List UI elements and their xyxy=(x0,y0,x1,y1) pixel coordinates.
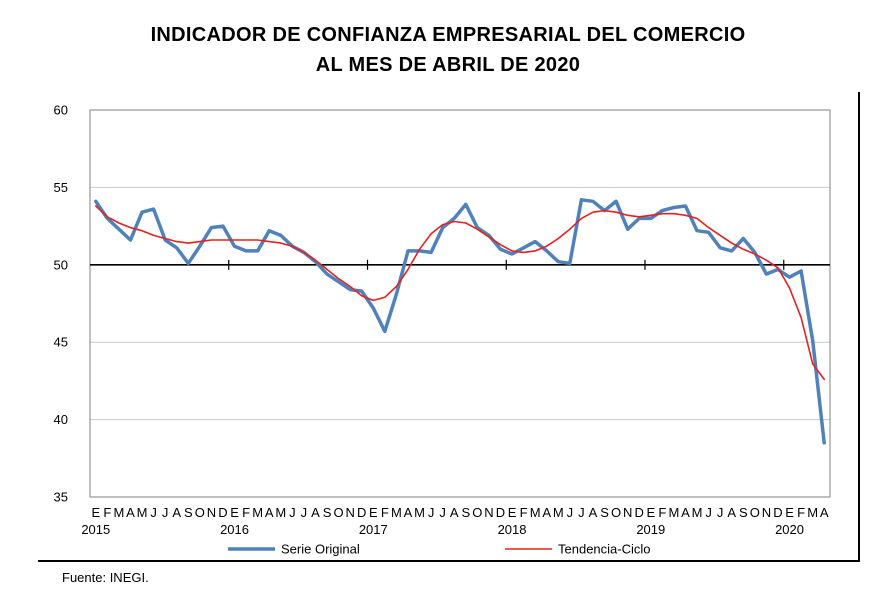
month-label-2018-5: M xyxy=(553,505,564,520)
month-label-2018-6: J xyxy=(567,505,574,520)
month-label-2017-12: D xyxy=(496,505,505,520)
month-label-2018-9: S xyxy=(600,505,609,520)
month-label-2019-10: O xyxy=(750,505,760,520)
month-label-2019-1: E xyxy=(646,505,655,520)
month-label-2016-11: N xyxy=(345,505,354,520)
plot-area-border xyxy=(89,109,831,498)
y-tick-label-55: 55 xyxy=(54,180,68,195)
month-label-2017-5: M xyxy=(414,505,425,520)
month-label-2015-10: O xyxy=(195,505,205,520)
month-label-2016-10: O xyxy=(334,505,344,520)
month-label-2015-8: A xyxy=(172,505,181,520)
series-lines xyxy=(94,198,826,445)
year-label-2020: 2020 xyxy=(775,522,804,537)
month-label-2020-2: F xyxy=(797,505,805,520)
chart-title-line2: AL MES DE ABRIL DE 2020 xyxy=(315,54,581,76)
month-label-2015-4: A xyxy=(126,505,135,520)
month-label-2019-9: S xyxy=(739,505,748,520)
month-label-2019-12: D xyxy=(773,505,782,520)
month-label-2018-1: E xyxy=(508,505,517,520)
y-tick-label-60: 60 xyxy=(54,103,68,118)
month-label-2017-10: O xyxy=(472,505,482,520)
month-label-2018-4: A xyxy=(542,505,551,520)
month-label-2019-5: M xyxy=(692,505,703,520)
y-tick-label-45: 45 xyxy=(54,335,68,350)
legend-label-original: Serie Original xyxy=(281,542,360,557)
month-label-2017-3: M xyxy=(391,505,402,520)
month-label-2015-6: J xyxy=(150,505,157,520)
month-label-2019-3: M xyxy=(668,505,679,520)
month-label-2016-4: A xyxy=(265,505,274,520)
month-label-2016-1: E xyxy=(230,505,239,520)
month-label-2016-2: F xyxy=(242,505,250,520)
y-axis: 35 40 45 50 55 60 xyxy=(54,103,68,505)
month-label-2017-2: F xyxy=(381,505,389,520)
month-label-2016-3: M xyxy=(252,505,263,520)
month-label-2017-8: A xyxy=(450,505,459,520)
month-label-2020-1: E xyxy=(785,505,794,520)
year-label-2018: 2018 xyxy=(498,522,527,537)
month-label-2015-7: J xyxy=(162,505,169,520)
y-tick-label-35: 35 xyxy=(54,490,68,505)
month-label-2020-4: A xyxy=(820,505,829,520)
year-label-2019: 2019 xyxy=(636,522,665,537)
legend-label-tendencia: Tendencia-Ciclo xyxy=(558,542,651,557)
month-label-2017-4: A xyxy=(404,505,413,520)
month-label-2017-9: S xyxy=(461,505,470,520)
month-label-2020-3: M xyxy=(807,505,818,520)
legend: Serie Original Tendencia-Ciclo xyxy=(228,542,651,557)
month-label-2015-2: F xyxy=(103,505,111,520)
month-label-2017-6: J xyxy=(428,505,435,520)
year-label-2017: 2017 xyxy=(359,522,388,537)
y-tick-label-40: 40 xyxy=(54,412,68,427)
month-label-2018-8: A xyxy=(589,505,598,520)
month-label-2017-11: N xyxy=(484,505,493,520)
month-label-2018-12: D xyxy=(635,505,644,520)
month-label-2016-5: M xyxy=(275,505,286,520)
month-label-2016-7: J xyxy=(301,505,308,520)
month-label-2019-11: N xyxy=(762,505,771,520)
month-label-2016-12: D xyxy=(357,505,366,520)
chart-frame xyxy=(38,92,860,562)
month-label-2019-2: F xyxy=(658,505,666,520)
month-label-2019-6: J xyxy=(705,505,712,520)
month-label-2015-5: M xyxy=(137,505,148,520)
year-label-2015: 2015 xyxy=(81,522,110,537)
month-label-2018-3: M xyxy=(530,505,541,520)
month-label-2018-7: J xyxy=(578,505,585,520)
month-label-2015-9: S xyxy=(184,505,193,520)
month-label-2018-2: F xyxy=(520,505,528,520)
month-label-2016-9: S xyxy=(323,505,332,520)
month-label-2019-8: A xyxy=(727,505,736,520)
month-label-2015-12: D xyxy=(218,505,227,520)
y-tick-label-50: 50 xyxy=(54,257,68,272)
month-label-2015-1: E xyxy=(91,505,100,520)
month-label-2016-8: A xyxy=(311,505,320,520)
month-label-2018-11: N xyxy=(623,505,632,520)
source-note: Fuente: INEGI. xyxy=(62,570,149,585)
month-label-2015-3: M xyxy=(113,505,124,520)
month-label-2018-10: O xyxy=(611,505,621,520)
month-label-2016-6: J xyxy=(289,505,296,520)
series-line-original xyxy=(94,198,826,445)
gridlines xyxy=(90,186,830,421)
year-label-2016: 2016 xyxy=(220,522,249,537)
month-label-2019-4: A xyxy=(681,505,690,520)
chart-title-line1: INDICADOR DE CONFIANZA EMPRESARIAL DEL C… xyxy=(150,24,746,46)
month-label-2019-7: J xyxy=(717,505,724,520)
series-line-tendencia xyxy=(95,205,826,381)
month-label-2017-1: E xyxy=(369,505,378,520)
month-label-2015-11: N xyxy=(207,505,216,520)
month-label-2017-7: J xyxy=(439,505,446,520)
